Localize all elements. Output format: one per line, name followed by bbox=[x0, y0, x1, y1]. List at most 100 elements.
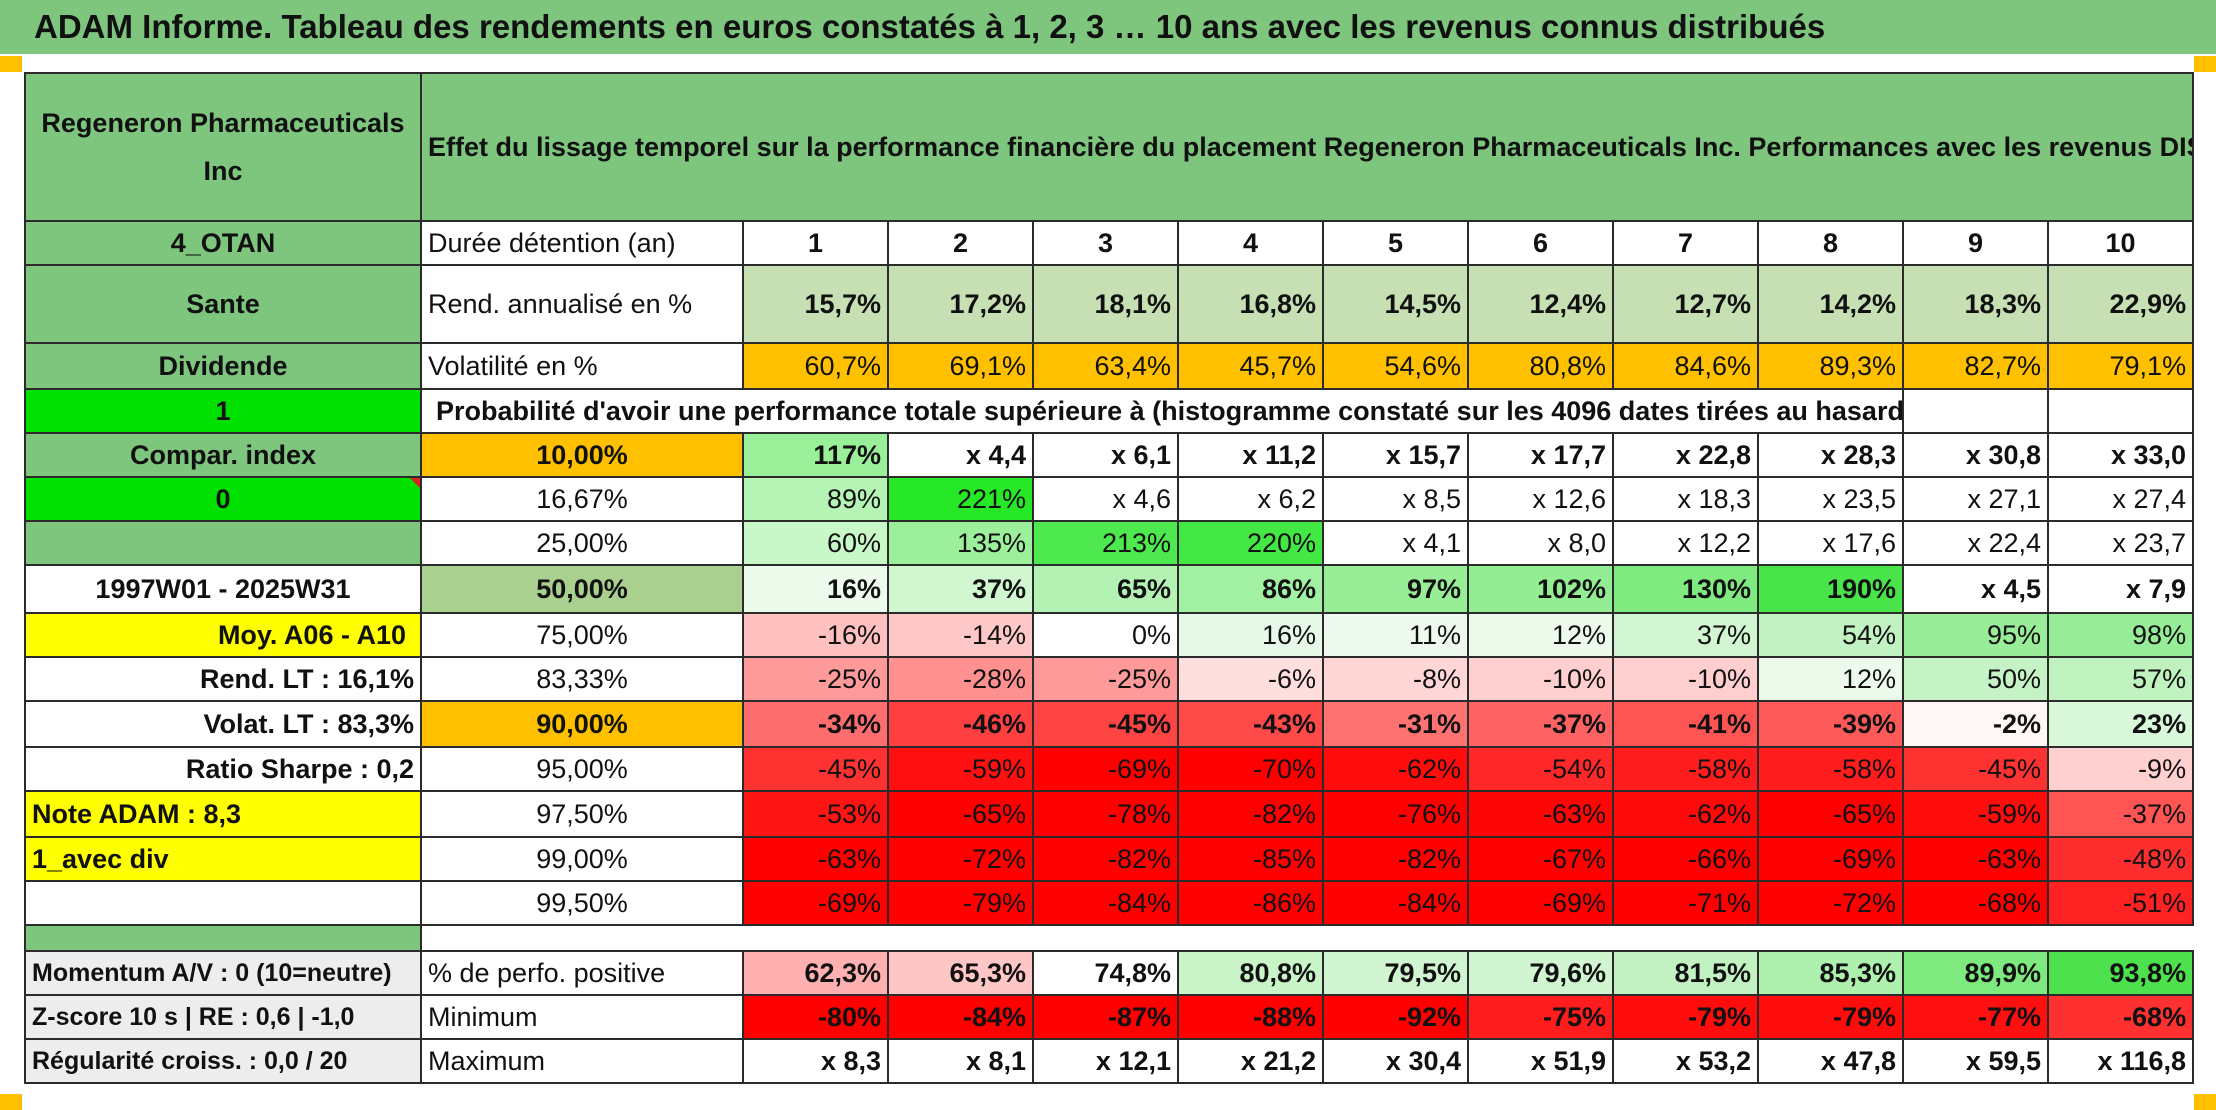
quantile-value: -72% bbox=[887, 836, 1034, 882]
proba-row: 1 Probabilité d'avoir une performance to… bbox=[24, 388, 2195, 434]
quantile-value: -45% bbox=[742, 746, 889, 792]
quantile-row: 25,00% 60% 135% 213% 220% x 4,1 x 8,0 x 12,2 x 1… bbox=[24, 520, 2195, 566]
quantile-value: -62% bbox=[1322, 746, 1469, 792]
positive-value: 62,3% bbox=[742, 950, 889, 996]
rend-row: Sante Rend. annualisé en % 15,7% 17,2% 18,… bbox=[24, 264, 2195, 344]
quantile-value: -16% bbox=[742, 612, 889, 658]
positive-value: 79,5% bbox=[1322, 950, 1469, 996]
quantile-value: 102% bbox=[1467, 564, 1614, 614]
corner-marker bbox=[0, 56, 22, 72]
moy-label: Moy. A06 - A10 bbox=[24, 612, 422, 658]
rend-value: 14,2% bbox=[1757, 264, 1904, 344]
quantile-value: -46% bbox=[887, 700, 1034, 748]
quantile-value: 86% bbox=[1177, 564, 1324, 614]
quantile-value: 57% bbox=[2046, 656, 2195, 702]
regularite-label: Régularité croiss. : 0,0 / 20 bbox=[24, 1038, 422, 1084]
quantile-value: -70% bbox=[1177, 746, 1324, 792]
vol-value: 82,7% bbox=[1902, 342, 2049, 390]
quantile-value: x 17,6 bbox=[1757, 520, 1904, 566]
company-name: Regeneron Pharmaceuticals Inc bbox=[24, 72, 422, 222]
vol-value: 79,1% bbox=[2046, 342, 2195, 390]
spacer-cell bbox=[24, 924, 422, 951]
quantile-value: -84% bbox=[1032, 880, 1179, 926]
quantile-value: -31% bbox=[1322, 700, 1469, 748]
quantile-value: x 23,7 bbox=[2046, 520, 2195, 566]
type-label: Dividende bbox=[24, 342, 422, 390]
quantile-row: 99,50% -69% -79% -84% -86% -84% -69% -71% -72% -6… bbox=[24, 880, 2195, 926]
quantile-value: -63% bbox=[1902, 836, 2049, 882]
quantile-value: -58% bbox=[1612, 746, 1759, 792]
quantile-value: 23% bbox=[2046, 700, 2195, 748]
minimum-value: -75% bbox=[1467, 994, 1614, 1040]
quantile-value: x 23,5 bbox=[1757, 476, 1904, 522]
quantile-value: 54% bbox=[1757, 612, 1904, 658]
report-title: ADAM Informe. Tableau des rendements en … bbox=[0, 0, 2216, 54]
quantile-value: 95% bbox=[1902, 612, 2049, 658]
vol-value: 54,6% bbox=[1322, 342, 1469, 390]
quantile-value: -69% bbox=[742, 880, 889, 926]
quantile-value: -69% bbox=[1032, 746, 1179, 792]
year-header: 1 bbox=[742, 220, 889, 266]
quantile-value: x 27,4 bbox=[2046, 476, 2195, 522]
vol-row: Dividende Volatilité en % 60,7% 69,1% 63,4… bbox=[24, 342, 2195, 390]
maximum-value: x 30,4 bbox=[1322, 1038, 1469, 1084]
maximum-value: x 51,9 bbox=[1467, 1038, 1614, 1084]
quantile-value: -53% bbox=[742, 790, 889, 838]
year-header: 4 bbox=[1177, 220, 1324, 266]
minimum-value: -80% bbox=[742, 994, 889, 1040]
quantile-row: Rend. LT : 16,1% 83,33% -25% -28% -25% -6% -8%… bbox=[24, 656, 2195, 702]
minimum-label: Minimum bbox=[420, 994, 744, 1040]
quantile-value: -2% bbox=[1902, 700, 2049, 748]
rend-value: 14,5% bbox=[1322, 264, 1469, 344]
volat-lt-label: Volat. LT : 83,3% bbox=[24, 700, 422, 748]
quantile-value: -37% bbox=[2046, 790, 2195, 838]
positive-value: 93,8% bbox=[2046, 950, 2195, 996]
quantile-value: -37% bbox=[1467, 700, 1614, 748]
flag-value: 1 bbox=[24, 388, 422, 434]
year-header: 10 bbox=[2046, 220, 2195, 266]
zscore-label: Z-score 10 s | RE : 0,6 | -1,0 bbox=[24, 994, 422, 1040]
quantile-value: -41% bbox=[1612, 700, 1759, 748]
quantile-value: x 4,1 bbox=[1322, 520, 1469, 566]
minimum-value: -88% bbox=[1177, 994, 1324, 1040]
quantile-value: -25% bbox=[1032, 656, 1179, 702]
quantile-threshold: 90,00% bbox=[420, 700, 744, 748]
quantile-row: 0 16,67% 89% 221% x 4,6 x 6,2 x 8,5 x 12,6 x 18,… bbox=[24, 476, 2195, 522]
period-label: 1997W01 - 2025W31 bbox=[24, 564, 422, 614]
positive-value: 81,5% bbox=[1612, 950, 1759, 996]
quantile-value: x 15,7 bbox=[1322, 432, 1469, 478]
year-header: 3 bbox=[1032, 220, 1179, 266]
maximum-value: x 116,8 bbox=[2046, 1038, 2195, 1084]
year-header: 6 bbox=[1467, 220, 1614, 266]
quantile-value: 130% bbox=[1612, 564, 1759, 614]
quantile-row: Ratio Sharpe : 0,2 95,00% -45% -59% -69% -70%… bbox=[24, 746, 2195, 792]
quantile-value: 89% bbox=[742, 476, 889, 522]
header-row: Regeneron Pharmaceuticals Inc Effet du l… bbox=[24, 72, 2195, 222]
quantile-value: -71% bbox=[1612, 880, 1759, 926]
quantile-value: -45% bbox=[1902, 746, 2049, 792]
quantile-value: x 12,6 bbox=[1467, 476, 1614, 522]
vol-value: 45,7% bbox=[1177, 342, 1324, 390]
rend-value: 15,7% bbox=[742, 264, 889, 344]
quantile-value: 37% bbox=[1612, 612, 1759, 658]
quantile-threshold: 99,00% bbox=[420, 836, 744, 882]
minimum-value: -79% bbox=[1612, 994, 1759, 1040]
empty-label bbox=[24, 880, 422, 926]
quantile-value: -59% bbox=[887, 746, 1034, 792]
quantile-value: 117% bbox=[742, 432, 889, 478]
quantile-value: -59% bbox=[1902, 790, 2049, 838]
quantile-value: -66% bbox=[1612, 836, 1759, 882]
quantile-row: Volat. LT : 83,3% 90,00% -34% -46% -45% -43% -… bbox=[24, 700, 2195, 748]
quantile-value: -62% bbox=[1612, 790, 1759, 838]
maximum-value: x 53,2 bbox=[1612, 1038, 1759, 1084]
rend-value: 12,7% bbox=[1612, 264, 1759, 344]
vol-label: Volatilité en % bbox=[420, 342, 744, 390]
quantile-threshold: 95,00% bbox=[420, 746, 744, 792]
quantile-value: -51% bbox=[2046, 880, 2195, 926]
vol-value: 84,6% bbox=[1612, 342, 1759, 390]
quantile-row: 1997W01 - 2025W31 50,00% 16% 37% 65% 86% 97% 10… bbox=[24, 564, 2195, 614]
spacer-cell bbox=[421, 924, 2194, 951]
minimum-value: -79% bbox=[1757, 994, 1904, 1040]
quantile-value: -79% bbox=[887, 880, 1034, 926]
quantile-row: Compar. index 10,00% 117% x 4,4 x 6,1 x 11,2 x… bbox=[24, 432, 2195, 478]
